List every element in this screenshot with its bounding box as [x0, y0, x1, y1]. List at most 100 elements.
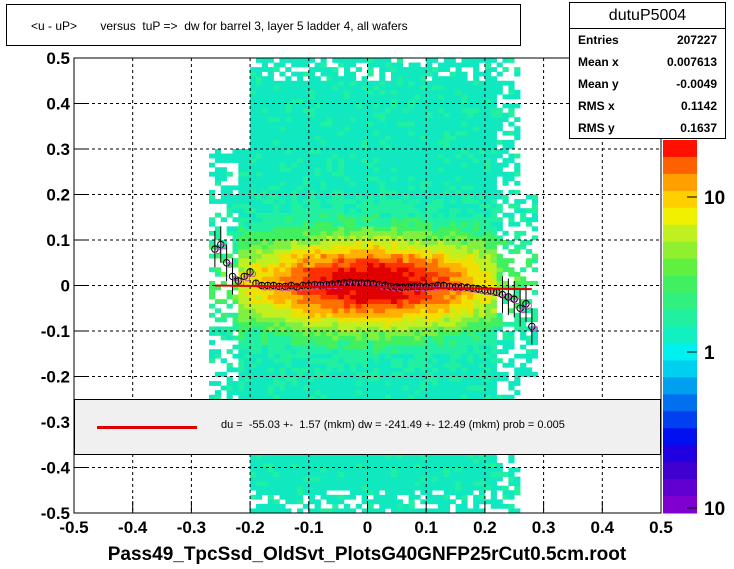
- heatmap-cell: [443, 135, 450, 141]
- heatmap-cell: [461, 121, 468, 127]
- heatmap-cell: [473, 98, 480, 104]
- heatmap-cell: [261, 381, 269, 386]
- heatmap-cell: [291, 71, 298, 77]
- heatmap-cell: [479, 249, 486, 254]
- heatmap-cell: [261, 376, 269, 382]
- heatmap-cell: [473, 189, 480, 195]
- heatmap-cell: [361, 290, 368, 295]
- heatmap-cell: [338, 144, 345, 150]
- heatmap-cell: [390, 185, 398, 191]
- heatmap-cell: [302, 249, 310, 254]
- heatmap-cell: [414, 85, 421, 91]
- heatmap-cell: [449, 208, 456, 213]
- heatmap-cell: [496, 240, 503, 245]
- heatmap-cell: [455, 226, 462, 232]
- heatmap-cell: [490, 217, 497, 223]
- heatmap-cell: [355, 171, 362, 177]
- heatmap-cell: [385, 176, 392, 182]
- heatmap-cell: [273, 180, 280, 186]
- heatmap-cell: [279, 344, 286, 350]
- heatmap-cell: [261, 208, 269, 213]
- heatmap-cell: [455, 280, 462, 286]
- heatmap-cell: [396, 481, 404, 486]
- heatmap-cell: [326, 476, 333, 482]
- heatmap-cell: [461, 462, 468, 468]
- heatmap-cell: [344, 253, 351, 259]
- heatmap-cell: [361, 76, 368, 82]
- heatmap-cell: [314, 199, 321, 204]
- heatmap-cell: [250, 249, 257, 254]
- heatmap-cell: [214, 271, 222, 277]
- heatmap-cell: [297, 258, 304, 264]
- heatmap-cell: [531, 290, 539, 295]
- heatmap-cell: [385, 267, 392, 273]
- heatmap-cell: [314, 217, 321, 223]
- heatmap-cell: [285, 508, 292, 514]
- stats-label: Mean x: [578, 55, 619, 69]
- colorbar-bin: [663, 190, 697, 209]
- heatmap-cell: [367, 344, 374, 350]
- heatmap-cell: [344, 71, 351, 77]
- heatmap-cell: [355, 331, 362, 336]
- heatmap-cell: [420, 180, 427, 186]
- heatmap-cell: [255, 503, 263, 509]
- heatmap-cell: [443, 203, 450, 209]
- heatmap-cell: [508, 490, 515, 496]
- heatmap-cell: [490, 108, 497, 113]
- heatmap-cell: [473, 171, 480, 177]
- heatmap-cell: [255, 185, 263, 191]
- heatmap-cell: [484, 149, 492, 154]
- heatmap-cell: [314, 226, 321, 232]
- heatmap-cell: [437, 98, 445, 104]
- heatmap-cell: [461, 262, 468, 268]
- heatmap-cell: [320, 262, 327, 268]
- heatmap-cell: [255, 89, 263, 95]
- heatmap-cell: [490, 80, 497, 86]
- heatmap-cell: [390, 453, 398, 459]
- heatmap-cell: [379, 258, 386, 264]
- heatmap-cell: [320, 481, 327, 486]
- heatmap-cell: [473, 67, 480, 72]
- heatmap-cell: [349, 208, 357, 213]
- heatmap-cell: [426, 244, 433, 250]
- heatmap-cell: [437, 303, 445, 309]
- heatmap-cell: [455, 149, 462, 154]
- heatmap-cell: [473, 331, 480, 336]
- heatmap-cell: [479, 144, 486, 150]
- heatmap-cell: [344, 458, 351, 464]
- heatmap-cell: [308, 499, 315, 505]
- heatmap-cell: [320, 472, 327, 477]
- heatmap-cell: [385, 349, 392, 355]
- heatmap-cell: [496, 485, 503, 491]
- heatmap-cell: [432, 381, 439, 386]
- heatmap-cell: [385, 94, 392, 100]
- heatmap-cell: [361, 344, 368, 350]
- heatmap-cell: [320, 258, 327, 264]
- heatmap-cell: [402, 381, 409, 386]
- heatmap-cell: [261, 462, 269, 468]
- heatmap-cell: [461, 103, 468, 109]
- heatmap-cell: [344, 326, 351, 332]
- heatmap-cell: [496, 121, 503, 127]
- heatmap-cell: [338, 499, 345, 505]
- heatmap-cell: [514, 162, 521, 168]
- heatmap-cell: [496, 208, 503, 213]
- heatmap-cell: [426, 481, 433, 486]
- heatmap-cell: [320, 121, 327, 127]
- heatmap-cell: [426, 117, 433, 122]
- heatmap-cell: [238, 153, 245, 159]
- heatmap-cell: [449, 267, 456, 273]
- heatmap-cell: [502, 494, 509, 500]
- heatmap-cell: [267, 340, 274, 345]
- heatmap-cell: [461, 381, 468, 386]
- heatmap-cell: [279, 362, 286, 368]
- heatmap-cell: [226, 153, 233, 159]
- heatmap-cell: [297, 472, 304, 477]
- heatmap-cell: [426, 335, 433, 341]
- heatmap-cell: [320, 199, 327, 204]
- heatmap-cell: [443, 321, 450, 327]
- heatmap-cell: [285, 158, 292, 163]
- heatmap-cell: [461, 335, 468, 341]
- heatmap-cell: [514, 244, 521, 250]
- heatmap-cell: [209, 331, 216, 336]
